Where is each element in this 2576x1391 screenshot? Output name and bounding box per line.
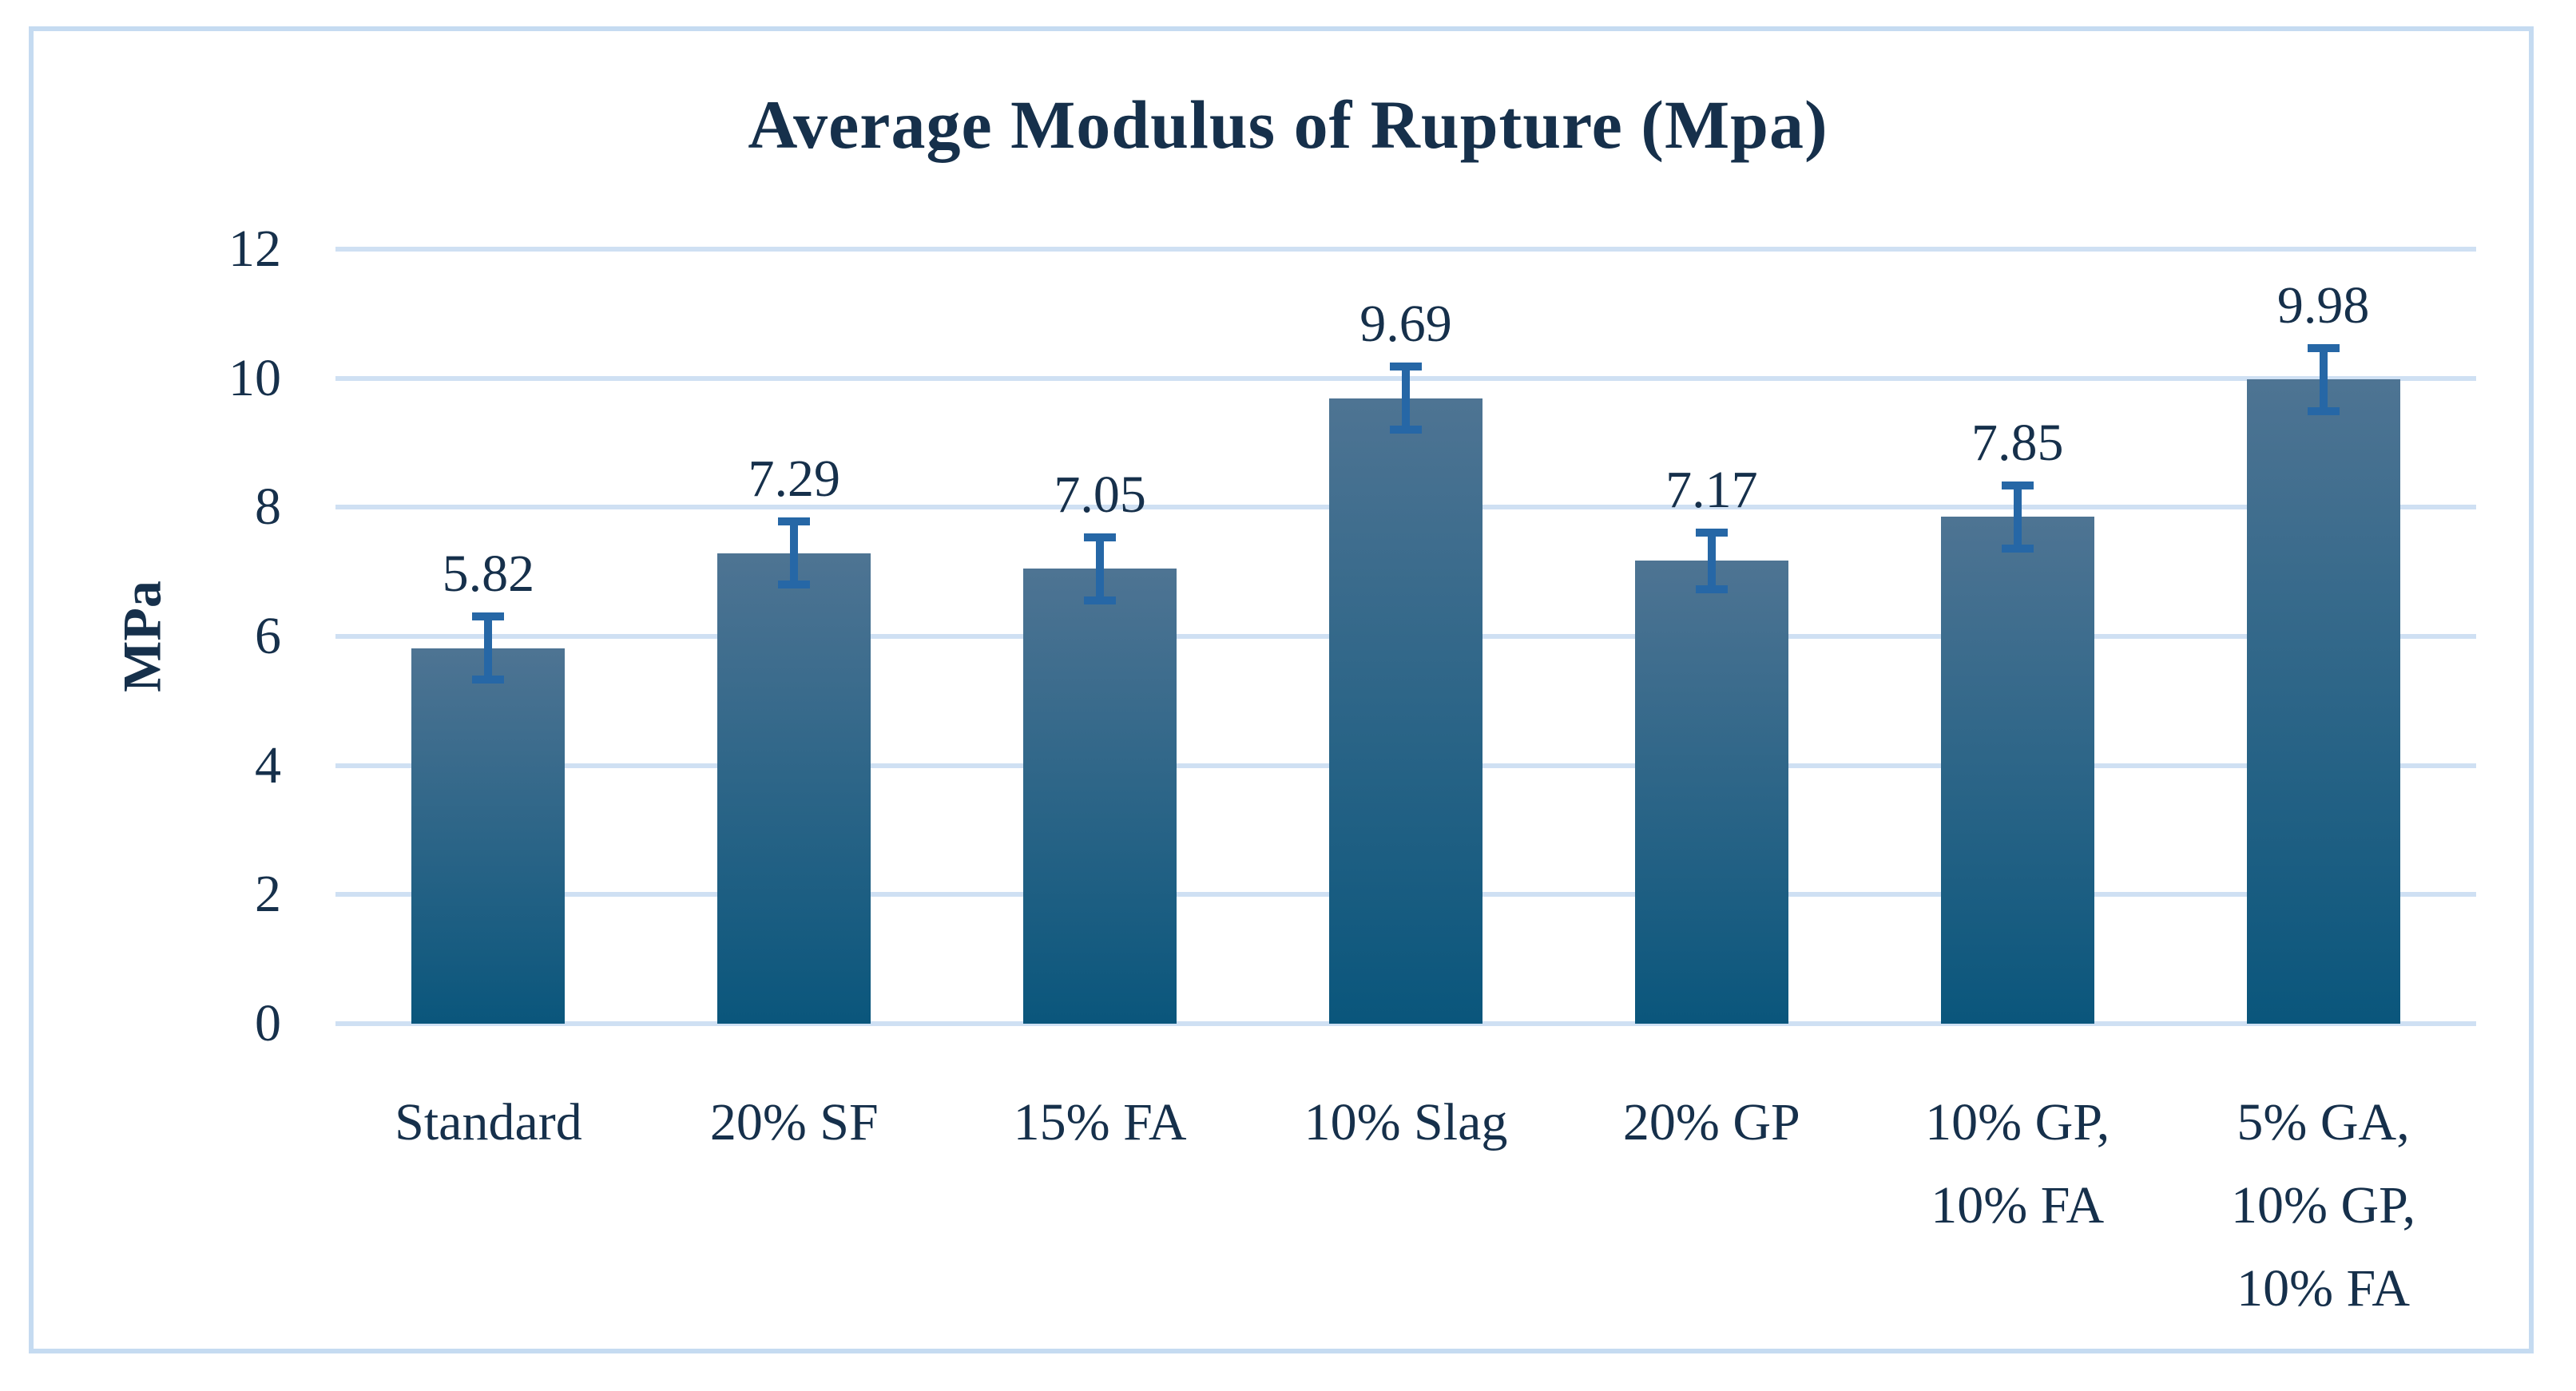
error-bar-cap-top-10-slag <box>1390 363 1422 371</box>
error-bar-stem-10-gp-10-fa <box>2013 482 2022 553</box>
error-bar-stem-5-ga-10-gp-10-fa <box>2319 343 2328 415</box>
bar-value-label-15-fa: 7.05 <box>1054 465 1146 524</box>
error-bar-cap-top-20-sf <box>778 517 811 526</box>
error-bar-cap-bottom-10-gp-10-fa <box>2001 544 2034 553</box>
x-axis-label-standard: Standard <box>395 1093 582 1151</box>
error-bar-cap-bottom-10-slag <box>1390 426 1422 434</box>
error-bar-cap-top-20-gp <box>1695 529 1728 537</box>
bar-10-gp-10-fa <box>1940 517 2094 1024</box>
error-bar-cap-bottom-standard <box>472 676 505 684</box>
x-axis-label-10-slag: 10% Slag <box>1304 1093 1508 1151</box>
error-bar-stem-standard <box>484 612 493 684</box>
error-bar-stem-20-gp <box>1707 529 1716 593</box>
error-bar-cap-top-10-gp-10-fa <box>2001 482 2034 489</box>
error-bar-cap-bottom-20-sf <box>778 581 811 589</box>
x-axis-label-10-gp-10-fa: 10% GP, 10% FA <box>1925 1093 2110 1234</box>
error-bar-cap-bottom-20-gp <box>1695 585 1728 593</box>
y-tick-label-8: 8 <box>255 478 281 537</box>
y-tick-label-0: 0 <box>255 994 281 1052</box>
y-tick-label-10: 10 <box>228 348 281 407</box>
error-bar-cap-bottom-15-fa <box>1084 596 1117 604</box>
gridline-0 <box>335 1021 2476 1026</box>
error-bar-cap-bottom-5-ga-10-gp-10-fa <box>2307 406 2340 415</box>
gridline-12 <box>335 247 2476 252</box>
bar-value-label-10-slag: 9.69 <box>1359 295 1452 354</box>
chart-title: Average Modulus of Rupture (Mpa) <box>748 86 1828 163</box>
y-tick-label-6: 6 <box>255 607 281 665</box>
bar-15-fa <box>1023 569 1177 1024</box>
bar-5-ga-10-gp-10-fa <box>2246 379 2400 1024</box>
x-axis-label-20-gp: 20% GP <box>1622 1093 1800 1151</box>
bar-20-sf <box>717 553 871 1024</box>
error-bar-stem-10-slag <box>1402 363 1410 434</box>
bar-standard <box>411 648 566 1024</box>
y-tick-label-4: 4 <box>255 735 281 795</box>
error-bar-cap-top-15-fa <box>1084 533 1117 541</box>
error-bar-cap-top-5-ga-10-gp-10-fa <box>2307 343 2340 352</box>
bar-value-label-20-gp: 7.17 <box>1665 461 1758 519</box>
bar-value-label-20-sf: 7.29 <box>748 450 841 509</box>
x-axis-label-5-ga-10-gp-10-fa: 5% GA, 10% GP, 10% FA <box>2231 1093 2416 1318</box>
bar-10-slag <box>1329 398 1482 1024</box>
error-bar-stem-20-sf <box>790 517 799 589</box>
bar-20-gp <box>1634 561 1788 1024</box>
y-tick-label-12: 12 <box>228 220 281 278</box>
error-bar-cap-top-standard <box>472 612 505 621</box>
bar-value-label-5-ga-10-gp-10-fa: 9.98 <box>2276 275 2370 335</box>
x-axis-label-20-sf: 20% SF <box>709 1093 879 1151</box>
error-bar-stem-15-fa <box>1096 533 1105 604</box>
bar-value-label-standard: 5.82 <box>442 545 535 604</box>
bar-value-label-10-gp-10-fa: 7.85 <box>1971 414 2064 472</box>
x-axis-label-15-fa: 15% FA <box>1013 1093 1187 1151</box>
y-tick-label-2: 2 <box>255 865 281 924</box>
